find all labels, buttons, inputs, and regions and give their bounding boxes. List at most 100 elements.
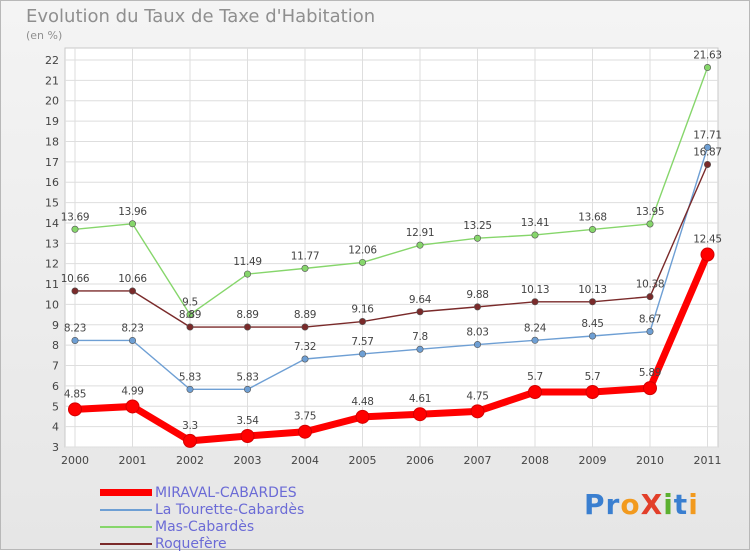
legend-swatch [100,508,152,511]
x-tick-label: 2000 [61,454,89,467]
data-label: 13.95 [636,206,665,218]
data-label: 21.63 [693,50,722,62]
y-tick-label: 12 [45,258,59,271]
data-label: 4.75 [466,390,488,402]
data-label: 7.8 [412,331,428,343]
x-tick-label: 2005 [349,454,377,467]
logo-letter: X [640,488,664,521]
y-tick-label: 19 [45,115,59,128]
y-tick-label: 4 [52,421,59,434]
y-tick-label: 5 [52,400,59,413]
data-label: 5.83 [179,371,201,383]
x-tick-label: 2008 [521,454,549,467]
y-tick-label: 15 [45,197,59,210]
data-label: 16.87 [693,146,722,158]
data-label: 10.66 [61,273,90,285]
data-point [244,323,252,331]
data-point [301,323,309,331]
data-label-layer: 4.85 4.99 3.3 3.54 3.75 4.48 4.61 4.75 5.7 5.7 5.8… [61,50,722,432]
data-point [646,220,654,228]
data-point [585,385,600,400]
legend-label: MIRAVAL-CABARDES [155,484,297,501]
data-point [358,350,366,358]
data-label: 4.61 [409,393,431,405]
legend-swatch [100,542,152,545]
data-point [588,225,596,233]
legend-item: La Tourette-Cabardès [100,501,304,518]
data-label: 3.54 [236,415,259,427]
y-tick-label: 14 [45,217,59,230]
data-label: 7.57 [351,336,373,348]
data-label: 5.7 [585,371,601,383]
data-label: 4.85 [64,388,86,400]
y-tick-label: 18 [45,135,59,148]
logo-letter: t [673,488,689,521]
data-point [528,385,542,400]
data-label: 8.03 [466,327,488,339]
data-label: 13.41 [521,217,550,229]
data-label: 13.68 [578,211,607,223]
data-point [531,231,539,239]
data-label: 8.23 [121,322,143,334]
legend-label: Mas-Cabardès [155,518,255,535]
y-tick-label: 7 [52,360,59,373]
axis-layer: 3 4 5 6 7 8 9 10 11 12 13 14 15 16 17 18 19 20 21 22 2000 200… [45,54,722,467]
data-label: 8.67 [639,314,661,326]
data-point [240,429,255,444]
data-point [71,287,79,295]
y-tick-label: 13 [45,237,59,250]
y-tick-label: 9 [52,319,59,332]
data-point [700,247,715,262]
data-point [355,409,370,424]
series-line-1 [75,147,709,391]
data-point [358,318,366,326]
x-tick-label: 2002 [176,454,204,467]
chart-subtitle: (en %) [26,29,63,42]
data-point [298,424,312,439]
logo-letter: P [584,488,606,521]
x-tick-label: 2010 [636,454,664,467]
data-point [186,323,194,331]
data-label: 5.89 [639,367,661,379]
data-point [186,311,194,319]
y-tick-label: 20 [45,95,59,108]
data-point [646,293,654,301]
grid-layer [64,47,719,448]
data-point [68,402,82,417]
data-label: 8.23 [64,322,86,334]
data-point [473,303,481,311]
data-point [416,308,424,316]
data-label: 12.45 [693,234,722,246]
legend-label: La Tourette-Cabardès [155,501,305,518]
data-label: 8.89 [236,309,258,321]
series-line-0 [74,253,711,445]
data-label: 11.49 [233,256,262,268]
x-tick-label: 2004 [291,454,319,467]
legend-swatch [100,525,152,528]
data-point [703,64,711,72]
legend-label: Roquefère [155,535,227,552]
data-label: 13.96 [118,206,147,218]
y-tick-label: 6 [52,380,59,393]
data-point [416,241,424,249]
legend-item: MIRAVAL-CABARDES [100,484,304,501]
data-label: 4.48 [351,396,373,408]
data-point [129,336,137,344]
chart-title: Evolution du Taux de Taxe d'Habitation [26,6,376,27]
data-point [301,355,309,363]
data-point [244,270,252,278]
proxiti-logo: ProXiti [584,488,699,521]
data-point [531,298,539,306]
logo-letter: i [688,488,699,521]
data-label: 3.75 [294,411,316,423]
data-label: 9.16 [351,304,374,316]
data-label: 9.88 [466,289,488,301]
y-tick-label: 8 [52,339,59,352]
data-label: 7.32 [294,341,316,353]
data-label: 9.5 [182,297,198,309]
data-label: 9.64 [409,294,432,306]
data-point [531,336,539,344]
data-point [129,287,137,295]
data-label: 10.66 [118,273,147,285]
